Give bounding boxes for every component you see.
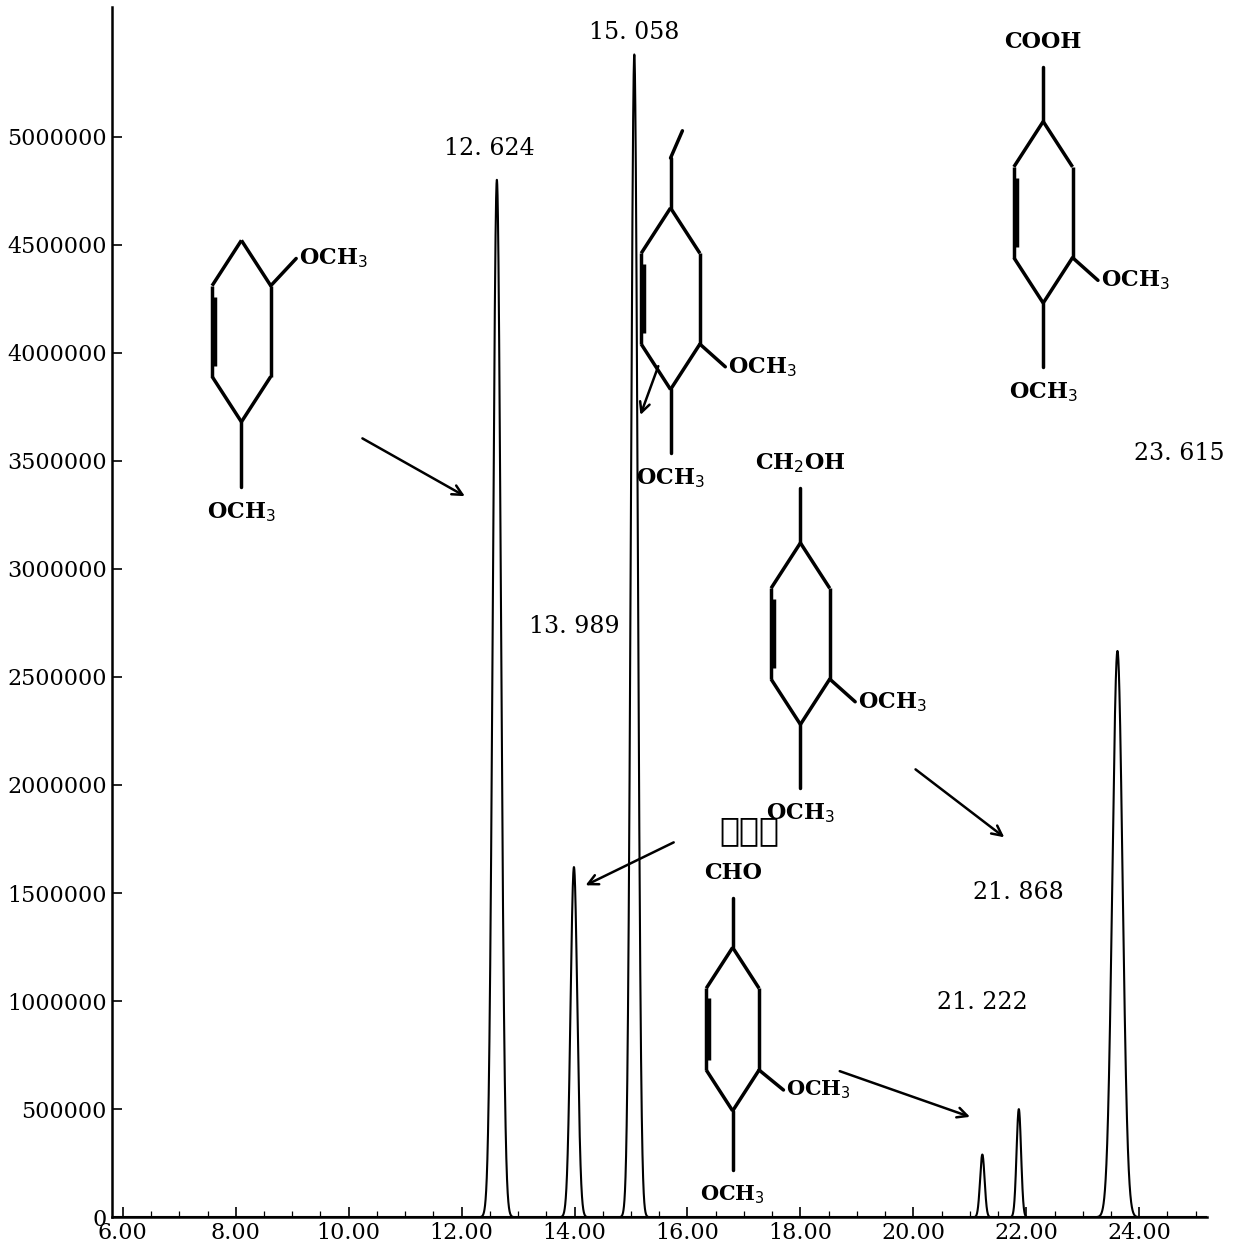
Text: OCH$_3$: OCH$_3$ <box>207 500 275 524</box>
Text: 23. 615: 23. 615 <box>1133 442 1224 465</box>
Text: OCH$_3$: OCH$_3$ <box>701 1183 765 1206</box>
Text: OCH$_3$: OCH$_3$ <box>1101 269 1169 293</box>
Text: 13. 989: 13. 989 <box>528 615 619 638</box>
Text: 12. 624: 12. 624 <box>444 138 536 160</box>
Text: OCH$_3$: OCH$_3$ <box>728 355 797 379</box>
Text: OCH$_3$: OCH$_3$ <box>858 691 926 713</box>
Text: OCH$_3$: OCH$_3$ <box>636 467 706 490</box>
Text: 21. 222: 21. 222 <box>937 991 1028 1015</box>
Text: 15. 058: 15. 058 <box>589 21 680 44</box>
Text: CHO: CHO <box>703 862 761 884</box>
Text: COOH: COOH <box>1004 31 1081 54</box>
Text: 十二烷: 十二烷 <box>719 814 780 847</box>
Text: OCH$_3$: OCH$_3$ <box>786 1078 851 1101</box>
Text: 21. 868: 21. 868 <box>973 881 1064 903</box>
Text: OCH$_3$: OCH$_3$ <box>299 246 368 270</box>
Text: CH$_2$OH: CH$_2$OH <box>755 452 846 475</box>
Text: OCH$_3$: OCH$_3$ <box>766 802 835 826</box>
Text: OCH$_3$: OCH$_3$ <box>1009 380 1078 404</box>
